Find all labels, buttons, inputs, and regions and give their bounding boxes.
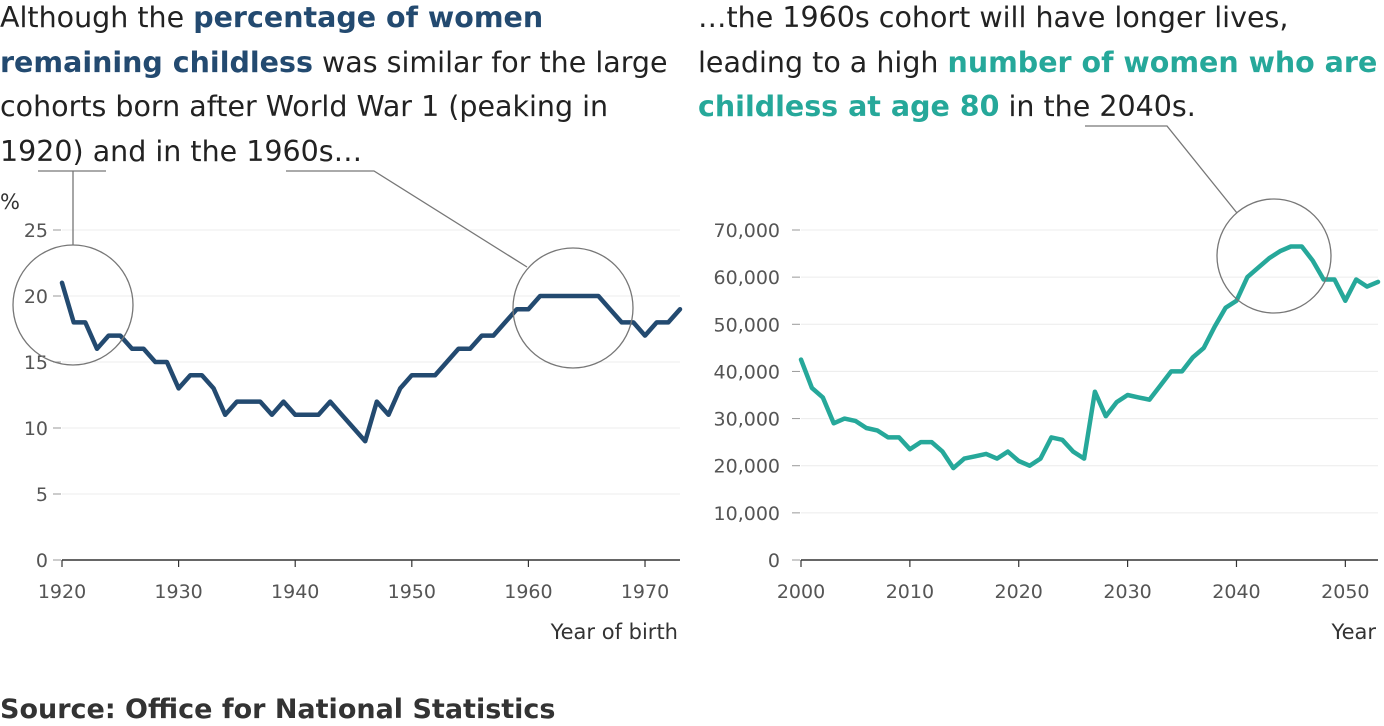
annotation-leader-1960s (286, 170, 528, 268)
right-intro-year-2040s: 2040s (1099, 90, 1187, 123)
left-x-tick-label: 1940 (271, 581, 319, 603)
left-intro-part3: ) and in the (72, 134, 247, 168)
left-intro-part1: Although the (0, 1, 194, 34)
annotation-leader-2040s (1085, 125, 1238, 214)
right-intro-part1: …the 1960s cohort will have longer lives… (698, 1, 1289, 79)
right-intro-part2: in the (999, 90, 1100, 123)
right-y-tick-label: 60,000 (714, 267, 780, 289)
right-intro-highlight: number of women who are childless at age… (698, 45, 1378, 124)
left-intro-text: Although the percentage of women remaini… (0, 0, 690, 174)
left-intro-part4: … (333, 134, 363, 168)
right-y-tick-label: 10,000 (714, 503, 780, 525)
right-x-tick-label: 2050 (1321, 581, 1369, 603)
left-y-tick-label: 10 (24, 418, 48, 440)
left-x-tick-label: 1950 (388, 581, 436, 603)
left-y-tick-label: 25 (24, 220, 48, 242)
right-intro-part3: . (1186, 90, 1196, 123)
right-x-tick-label: 2010 (886, 581, 934, 603)
right-y-tick-label: 70,000 (714, 220, 780, 242)
left-y-axis-title: % (0, 190, 20, 214)
left-x-tick-label: 1930 (154, 581, 202, 603)
left-x-tick-label: 1970 (621, 581, 669, 603)
annotation-circle-1960s (512, 247, 634, 369)
right-y-tick-label: 20,000 (714, 456, 780, 478)
right-intro-text: …the 1960s cohort will have longer lives… (698, 0, 1384, 130)
left-intro-year-1960s: 1960s (246, 134, 334, 168)
left-x-tick-label: 1920 (38, 581, 86, 603)
right-y-tick-label: 50,000 (714, 314, 780, 336)
left-series-line (59, 280, 683, 444)
left-y-tick-label: 15 (24, 352, 48, 374)
right-x-tick-label: 2020 (995, 581, 1043, 603)
left-intro-highlight: percentage of women remaining childless (0, 1, 544, 79)
right-y-tick-label: 40,000 (714, 361, 780, 383)
left-y-tick-label: 0 (36, 550, 48, 572)
left-x-tick-label: 1960 (504, 581, 552, 603)
right-series-line (798, 244, 1381, 471)
right-y-tick-label: 30,000 (714, 409, 780, 431)
right-x-axis-title: Year (1331, 620, 1377, 644)
left-y-tick-label: 20 (24, 286, 48, 308)
right-x-tick-label: 2040 (1212, 581, 1260, 603)
source-note: Source: Office for National Statistics (0, 694, 556, 725)
left-intro-part2: was similar for the large cohorts born a… (0, 45, 668, 124)
left-x-axis-title: Year of birth (550, 620, 678, 644)
annotation-circle-2040s (1216, 198, 1332, 314)
right-y-tick-label: 0 (768, 550, 780, 572)
left-y-tick-label: 5 (36, 484, 48, 506)
right-x-tick-label: 2000 (777, 581, 825, 603)
right-x-tick-label: 2030 (1103, 581, 1151, 603)
left-intro-year-1920: 1920 (0, 134, 73, 168)
